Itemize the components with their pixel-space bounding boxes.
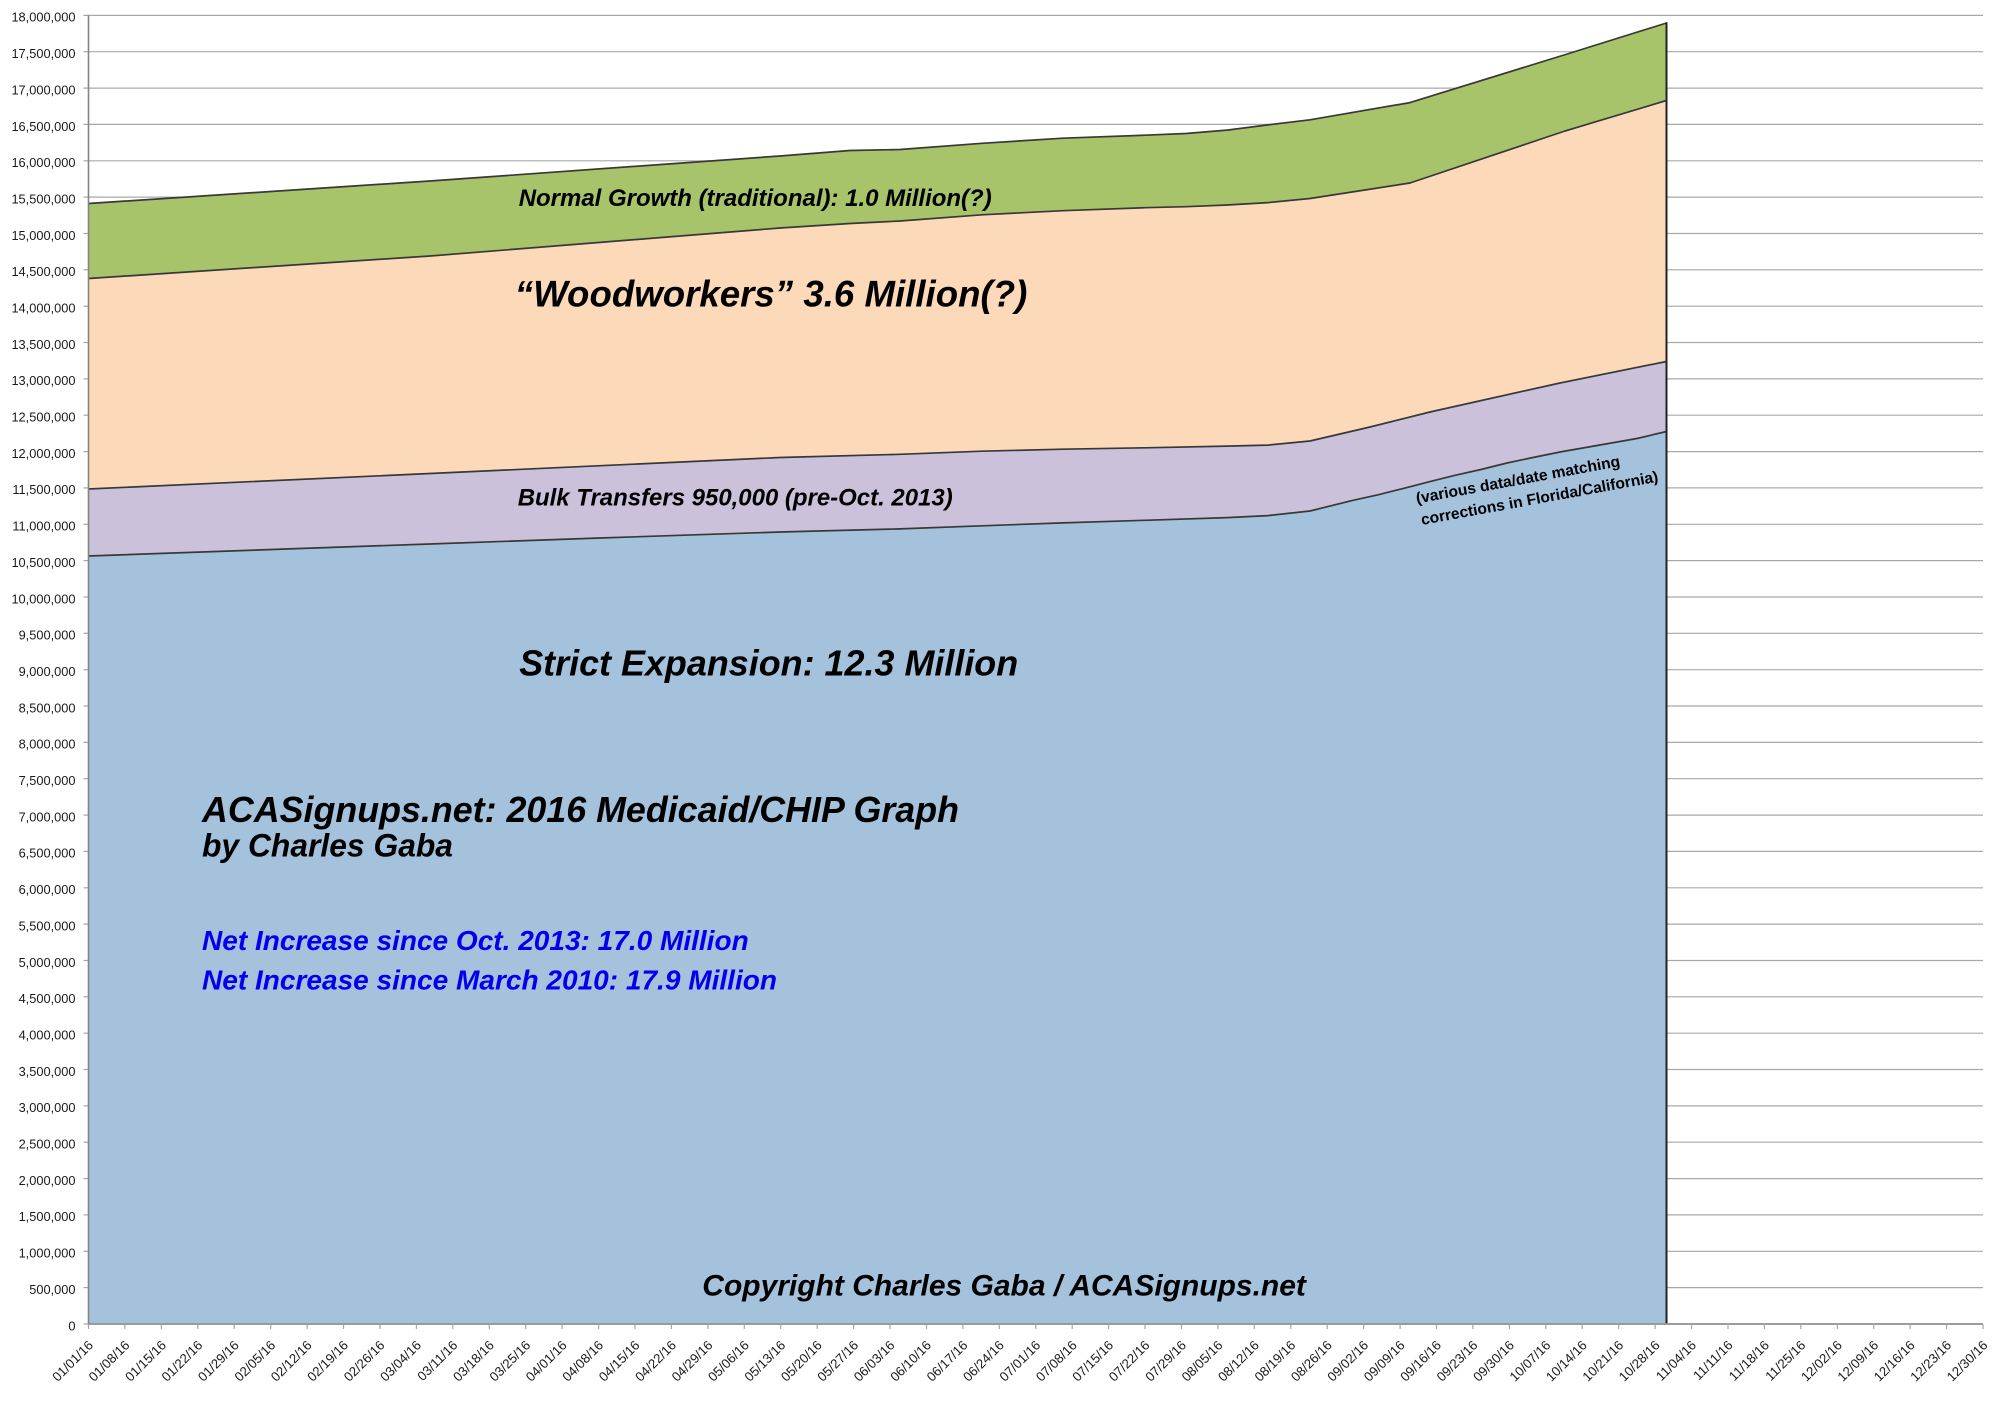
svg-text:500,000: 500,000 bbox=[29, 1282, 75, 1297]
svg-text:18,000,000: 18,000,000 bbox=[11, 10, 75, 25]
svg-text:Normal Growth (traditional): 1: Normal Growth (traditional): 1.0 Million… bbox=[519, 185, 992, 212]
svg-text:17,000,000: 17,000,000 bbox=[11, 82, 75, 97]
svg-text:11,500,000: 11,500,000 bbox=[12, 482, 75, 497]
svg-text:16,000,000: 16,000,000 bbox=[11, 155, 75, 170]
svg-text:9,000,000: 9,000,000 bbox=[19, 664, 76, 679]
svg-text:16,500,000: 16,500,000 bbox=[11, 119, 75, 134]
svg-text:1,500,000: 1,500,000 bbox=[19, 1209, 76, 1224]
svg-text:4,500,000: 4,500,000 bbox=[19, 991, 76, 1006]
svg-text:Copyright Charles Gaba / ACASi: Copyright Charles Gaba / ACASignups.net bbox=[702, 1269, 1308, 1302]
svg-text:11,000,000: 11,000,000 bbox=[12, 519, 75, 534]
svg-text:15,500,000: 15,500,000 bbox=[11, 191, 75, 206]
svg-text:3,000,000: 3,000,000 bbox=[19, 1100, 76, 1115]
svg-text:10,500,000: 10,500,000 bbox=[11, 555, 75, 570]
svg-text:13,500,000: 13,500,000 bbox=[11, 337, 75, 352]
svg-text:12,000,000: 12,000,000 bbox=[11, 446, 75, 461]
svg-text:“Woodworkers” 3.6 Million(?): “Woodworkers” 3.6 Million(?) bbox=[515, 273, 1028, 314]
svg-text:4,000,000: 4,000,000 bbox=[19, 1028, 76, 1043]
svg-text:6,000,000: 6,000,000 bbox=[19, 882, 76, 897]
svg-text:ACASignups.net: 2016 Medicaid/: ACASignups.net: 2016 Medicaid/CHIP Graph bbox=[201, 789, 959, 830]
svg-text:Net Increase since Oct. 2013:: Net Increase since Oct. 2013: 17.0 Milli… bbox=[202, 925, 749, 956]
svg-text:9,500,000: 9,500,000 bbox=[19, 628, 76, 643]
svg-text:15,000,000: 15,000,000 bbox=[11, 228, 75, 243]
svg-text:8,000,000: 8,000,000 bbox=[19, 737, 76, 752]
svg-text:0: 0 bbox=[68, 1318, 75, 1333]
svg-text:3,500,000: 3,500,000 bbox=[19, 1064, 76, 1079]
svg-text:5,000,000: 5,000,000 bbox=[19, 955, 76, 970]
svg-text:5,500,000: 5,500,000 bbox=[19, 918, 76, 933]
svg-text:10,000,000: 10,000,000 bbox=[11, 591, 75, 606]
svg-text:6,500,000: 6,500,000 bbox=[19, 846, 76, 861]
svg-text:7,500,000: 7,500,000 bbox=[19, 773, 76, 788]
svg-text:Strict Expansion: 12.3 Million: Strict Expansion: 12.3 Million bbox=[519, 643, 1018, 684]
svg-text:1,000,000: 1,000,000 bbox=[19, 1246, 76, 1261]
svg-text:12,500,000: 12,500,000 bbox=[11, 410, 75, 425]
svg-text:14,000,000: 14,000,000 bbox=[11, 301, 75, 316]
svg-text:Net Increase since March 2010:: Net Increase since March 2010: 17.9 Mill… bbox=[202, 965, 777, 996]
svg-text:17,500,000: 17,500,000 bbox=[11, 46, 75, 61]
svg-text:Bulk Transfers 950,000 (pre-Oc: Bulk Transfers 950,000 (pre-Oct. 2013) bbox=[518, 485, 953, 512]
svg-text:14,500,000: 14,500,000 bbox=[11, 264, 75, 279]
svg-text:2,000,000: 2,000,000 bbox=[19, 1173, 76, 1188]
svg-text:13,000,000: 13,000,000 bbox=[11, 373, 75, 388]
svg-text:2,500,000: 2,500,000 bbox=[19, 1137, 76, 1152]
svg-text:7,000,000: 7,000,000 bbox=[19, 809, 76, 824]
svg-text:8,500,000: 8,500,000 bbox=[19, 700, 76, 715]
svg-text:by Charles Gaba: by Charles Gaba bbox=[202, 828, 453, 864]
